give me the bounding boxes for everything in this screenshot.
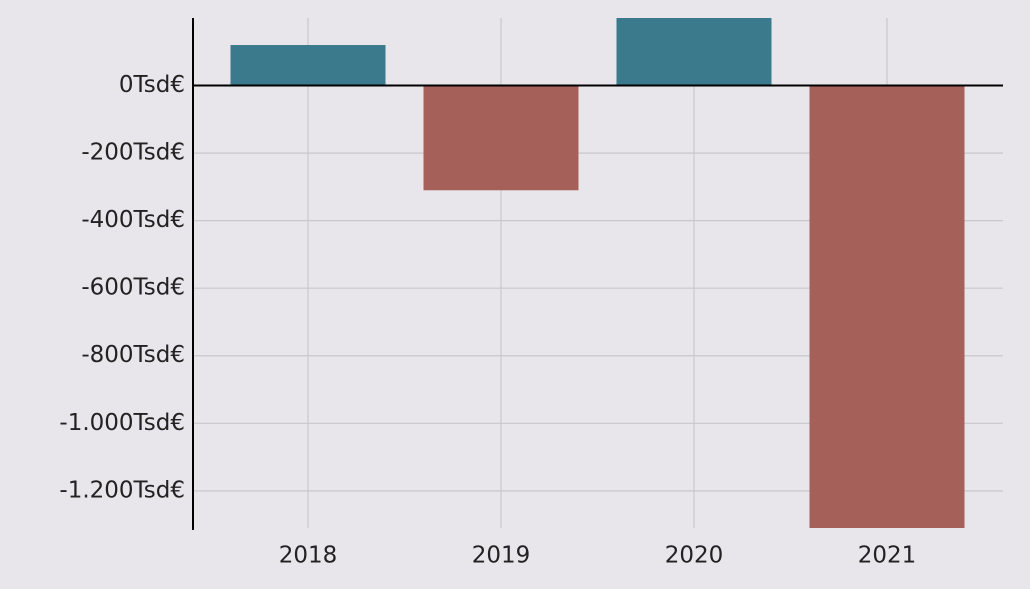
y-tick-label: 0Tsd€: [119, 72, 185, 98]
y-tick-label: -1.200Tsd€: [59, 477, 185, 503]
y-tick-label: -800Tsd€: [81, 342, 185, 368]
bar: [230, 45, 386, 86]
y-tick-label: -200Tsd€: [81, 140, 185, 166]
y-tick-label: -600Tsd€: [81, 275, 185, 301]
x-tick-label: 2019: [472, 543, 531, 569]
bar: [809, 85, 965, 528]
x-tick-label: 2018: [279, 543, 338, 569]
x-tick-label: 2020: [665, 543, 724, 569]
y-tick-label: -400Tsd€: [81, 207, 185, 233]
y-tick-label: -1.000Tsd€: [59, 410, 185, 436]
bar: [616, 18, 772, 86]
bar: [423, 85, 579, 191]
x-tick-label: 2021: [858, 543, 917, 569]
